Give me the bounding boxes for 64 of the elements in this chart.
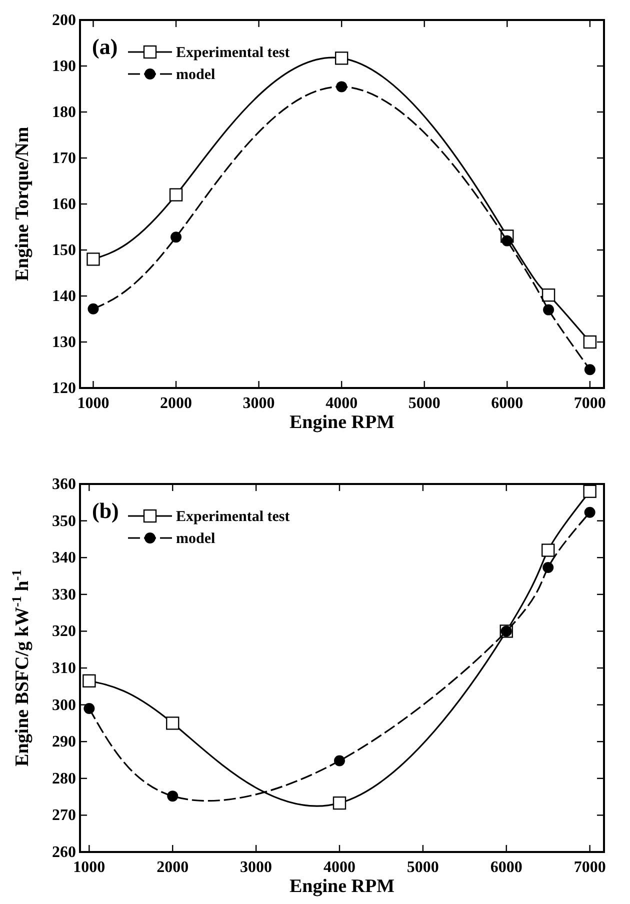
point [334,52,348,65]
y-axis-title: Engine Torque/Nm [12,126,33,282]
y-tick-label: 280 [52,770,76,788]
point [169,188,183,202]
x-axis-title: Engine RPM [289,876,395,897]
y-tick-label: 320 [52,623,76,640]
y-tick-label: 260 [52,844,76,861]
y-tick-label: 140 [52,288,76,305]
y-tick-label: 360 [52,476,76,493]
legend-label: model [176,531,216,547]
x-tick-label: 6000 [490,859,522,876]
point [584,506,596,518]
point [543,304,554,316]
point [170,232,182,243]
y-tick-label: 200 [52,12,76,29]
point [82,674,96,688]
x-tick-label: 4000 [323,859,356,876]
y-tick-label: 160 [52,196,76,213]
y-tick-label: 130 [52,334,76,351]
y-tick-label: 310 [52,660,76,677]
legend-label: model [176,67,216,83]
annotation: (b) [92,498,119,523]
point [542,288,556,302]
y-tick-label: 300 [52,696,76,714]
point [88,303,99,314]
y-tick-label: 340 [52,550,76,567]
x-axis-title: Engine RPM [289,412,395,433]
x-tick-label: 7000 [574,395,606,412]
y-tick-label: 120 [52,380,76,397]
legend-label: Experimental test [176,509,290,525]
point [502,235,513,246]
x-tick-label: 3000 [242,395,275,412]
point [584,364,596,376]
point [542,562,554,574]
x-tick-label: 3000 [240,859,272,876]
legend-label: Experimental test [176,45,290,61]
x-tick-label: 5000 [406,859,439,876]
point [336,81,348,92]
x-tick-label: 2000 [156,859,189,876]
x-tick-label: 5000 [408,395,440,412]
y-tick-label: 180 [52,104,76,121]
y-tick-label: 190 [52,58,76,75]
point [334,755,345,766]
point [84,702,95,714]
y-tick-label: 290 [52,734,76,751]
x-tick-label: 4000 [326,395,358,412]
x-tick-label: 7000 [574,859,606,876]
y-tick-label: 330 [52,586,76,604]
y-tick-label: 170 [52,150,76,167]
point [332,796,346,810]
point [167,790,178,802]
x-tick-label: 2000 [160,395,192,412]
y-tick-label: 150 [52,242,76,259]
y-tick-label: 270 [52,807,76,824]
y-tick-label: 350 [52,512,76,530]
x-tick-label: 1000 [77,395,110,412]
x-tick-label: 1000 [73,859,106,876]
x-tick-label: 6000 [491,395,524,412]
point [541,544,555,557]
point [583,484,596,498]
point [583,335,597,349]
annotation: (a) [92,34,118,59]
point [86,252,100,266]
point [166,716,180,730]
